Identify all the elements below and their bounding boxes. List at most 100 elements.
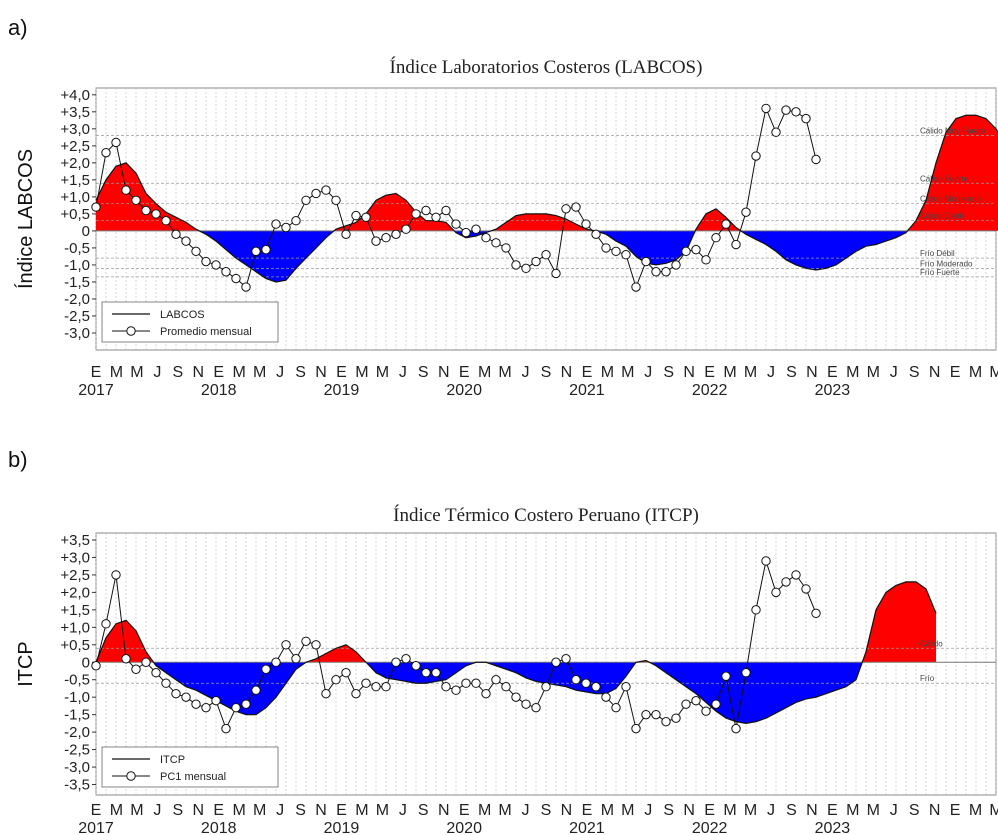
x-tick-label: N <box>683 802 695 819</box>
fill-segment <box>156 662 166 673</box>
fill-segment <box>256 230 266 279</box>
x-tick-label: N <box>192 364 204 381</box>
monthly-point <box>101 147 111 158</box>
fill-segment <box>506 662 516 673</box>
monthly-point <box>351 210 361 221</box>
monthly-point <box>771 587 781 598</box>
x-tick-label: E <box>336 364 347 381</box>
fill-segment <box>636 230 646 264</box>
y-tick-label: +2,5 <box>60 567 90 584</box>
y-tick-label: -2,0 <box>64 291 90 308</box>
fill-segment <box>566 219 576 231</box>
y-tick-label: +3,0 <box>60 549 90 566</box>
fill-segment <box>196 662 206 696</box>
monthly-point <box>91 202 101 212</box>
monthly-point <box>781 105 791 115</box>
y-axis-label: Índice LABCOS <box>14 149 37 289</box>
monthly-point <box>731 239 741 250</box>
fill-segment <box>126 620 136 663</box>
x-tick-label: J <box>276 364 284 381</box>
monthly-point <box>131 664 141 674</box>
fill-segment <box>816 662 826 698</box>
x-tick-label: M <box>621 802 634 819</box>
fill-segment <box>786 662 796 708</box>
y-tick-label: +0,5 <box>60 637 90 654</box>
fill-segment <box>456 662 466 673</box>
x-tick-label: E <box>827 802 838 819</box>
monthly-point <box>431 212 441 222</box>
monthly-point <box>221 723 231 734</box>
monthly-point <box>391 657 401 667</box>
monthly-point <box>171 229 181 240</box>
monthly-point <box>191 699 201 709</box>
fill-segment <box>746 230 756 240</box>
x-tick-label: E <box>459 802 470 819</box>
fill-segment <box>276 662 286 698</box>
monthly-point <box>811 154 821 165</box>
x-year-label: 2020 <box>446 820 482 835</box>
x-tick-label: M <box>601 802 614 819</box>
fill-segment <box>796 662 806 703</box>
monthly-point <box>571 675 581 685</box>
monthly-point <box>311 640 321 650</box>
monthly-point <box>451 219 461 229</box>
monthly-point <box>151 209 161 219</box>
monthly-point <box>141 657 151 667</box>
monthly-point <box>541 682 551 692</box>
fill-segment <box>216 662 226 706</box>
fill-segment <box>546 213 556 231</box>
monthly-point <box>251 685 261 695</box>
monthly-point <box>361 678 371 688</box>
legend-entry: Promedio mensual <box>160 326 252 338</box>
x-tick-label: J <box>153 802 161 819</box>
monthly-point <box>491 675 501 685</box>
x-tick-label: N <box>438 364 450 381</box>
threshold-label: Frío Débil <box>920 249 955 258</box>
threshold-label: Frío Fuerte <box>920 268 960 277</box>
monthly-point <box>581 678 591 688</box>
y-tick-label: +2,5 <box>60 138 90 155</box>
x-tick-label: J <box>644 364 652 381</box>
x-tick-label: M <box>110 802 123 819</box>
x-tick-label: E <box>91 802 102 819</box>
y-tick-label: -1,5 <box>64 274 90 291</box>
threshold-label: Frío <box>920 674 935 683</box>
x-tick-label: M <box>846 802 859 819</box>
x-year-label: 2020 <box>446 382 482 399</box>
monthly-point <box>171 688 181 699</box>
y-tick-label: 0 <box>82 223 90 240</box>
monthly-point <box>711 233 721 243</box>
fill-segment <box>446 662 456 680</box>
x-year-labels: 2017 2018 2019 2020 2021 2022 2023 <box>78 820 850 835</box>
fill-segment <box>806 230 816 271</box>
monthly-point <box>621 250 631 260</box>
y-tick-label: -3,0 <box>64 759 90 776</box>
monthly-point <box>461 227 471 238</box>
fill-segment <box>856 230 866 252</box>
fill-segment <box>396 193 406 231</box>
monthly-point <box>271 657 281 667</box>
monthly-point <box>371 236 381 246</box>
fill-segment <box>126 162 136 231</box>
monthly-point <box>611 702 621 713</box>
x-tick-label: J <box>890 802 898 819</box>
x-tick-label: S <box>172 364 183 381</box>
x-tick-label: E <box>336 802 347 819</box>
x-tick-label: S <box>909 802 920 819</box>
monthly-point <box>361 212 371 222</box>
fill-segment <box>316 653 326 663</box>
y-ticks: +3,5+3,0+2,5+2,0+1,5+1,0+0,50-0,5-1,0-1,… <box>60 532 96 794</box>
monthly-point <box>691 244 701 255</box>
fill-segment <box>286 662 296 684</box>
monthly-point <box>111 137 121 148</box>
x-tick-label: M <box>253 364 266 381</box>
fill-segment <box>666 230 676 264</box>
fill-segment <box>286 230 296 281</box>
monthly-point <box>161 216 171 226</box>
x-tick-label: M <box>233 802 246 819</box>
chart-title: Índice Térmico Costero Peruano (ITCP) <box>393 504 699 526</box>
x-tick-label: E <box>582 364 593 381</box>
x-tick-label: N <box>561 802 573 819</box>
monthly-point <box>191 246 201 257</box>
monthly-point <box>141 205 151 216</box>
